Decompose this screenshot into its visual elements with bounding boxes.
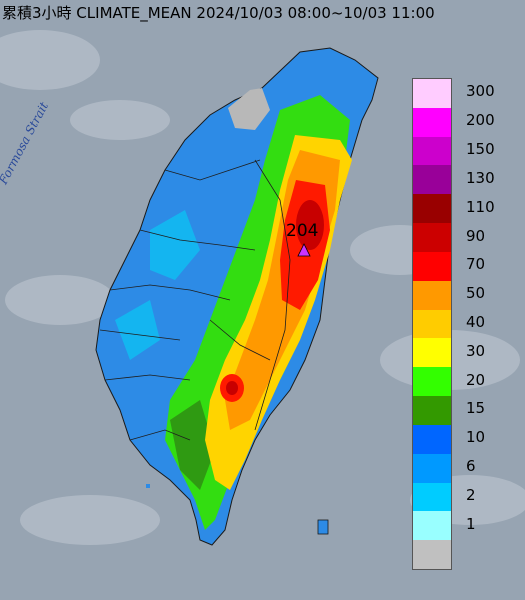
legend-swatch <box>413 136 451 166</box>
legend-swatch <box>413 540 451 570</box>
legend-swatch <box>413 424 451 455</box>
legend-label: 20 <box>466 370 486 389</box>
legend-label: 10 <box>466 428 486 447</box>
legend-swatch <box>413 223 451 253</box>
max-value-label: 204 <box>286 221 319 241</box>
legend-swatch <box>413 511 451 541</box>
rain-zone-darkgreen <box>170 400 215 490</box>
rain-zone-cyan-2 <box>115 300 160 360</box>
legend-swatch <box>413 165 451 195</box>
keelung-islet <box>350 84 356 88</box>
legend-label: 50 <box>466 284 486 303</box>
legend-swatch <box>413 338 451 368</box>
legend-label: 30 <box>466 341 486 360</box>
legend-label: 150 <box>466 140 495 159</box>
legend-label: 40 <box>466 313 486 331</box>
legend-swatch <box>413 107 451 138</box>
legend-swatch <box>413 482 451 512</box>
legend-label: 200 <box>466 111 495 130</box>
no-data-area <box>228 88 270 130</box>
triangle-up-icon <box>297 243 311 257</box>
legend-swatch <box>413 251 451 282</box>
legend-label: 300 <box>466 82 495 101</box>
legend-swatch <box>413 396 451 426</box>
legend-swatch <box>413 367 451 397</box>
xiaoliuqiu-island <box>146 484 150 488</box>
legend-swatch <box>413 453 451 484</box>
legend-label: 110 <box>466 197 495 216</box>
rain-zone-cyan <box>150 210 200 280</box>
legend-swatch <box>413 309 451 339</box>
legend-label: 15 <box>466 399 486 418</box>
legend-label: 2 <box>466 485 476 504</box>
county-borders <box>99 159 291 441</box>
legend-label: 6 <box>466 457 476 476</box>
legend-colorbar <box>412 78 452 570</box>
legend-label: 1 <box>466 514 476 533</box>
rain-zone-darkred-south <box>226 381 238 395</box>
legend-label: 90 <box>466 226 486 245</box>
map-title: 累積3小時 CLIMATE_MEAN 2024/10/03 08:00~10/0… <box>2 4 435 22</box>
legend-label: 130 <box>466 168 495 187</box>
legend-swatch <box>413 79 451 109</box>
rain-zone-darkred <box>296 200 324 250</box>
lanyu-island <box>317 519 329 535</box>
legend-swatch <box>413 194 451 224</box>
legend-label: 70 <box>466 255 486 274</box>
legend-swatch <box>413 280 451 311</box>
